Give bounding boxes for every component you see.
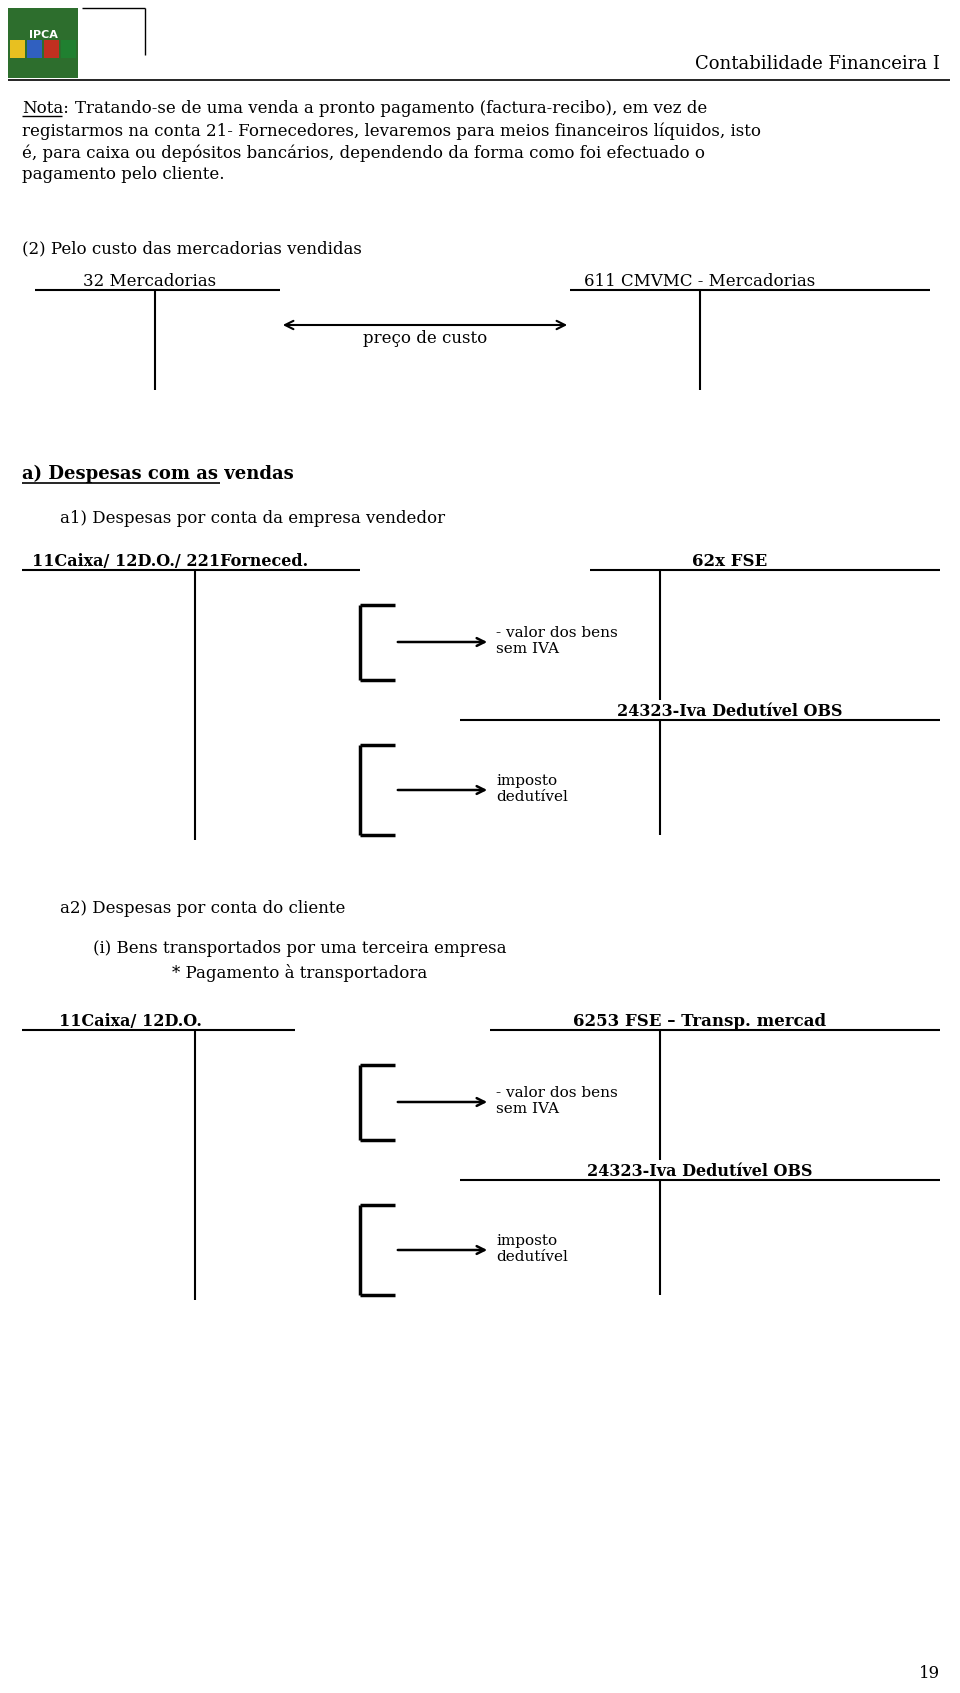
Text: 11Caixa/ 12D.O./ 221Forneced.: 11Caixa/ 12D.O./ 221Forneced.: [32, 554, 308, 571]
Text: 32 Mercadorias: 32 Mercadorias: [84, 273, 217, 290]
Text: * Pagamento à transportadora: * Pagamento à transportadora: [173, 963, 427, 982]
Bar: [8, 8, 78, 78]
Text: Nota:: Nota:: [22, 100, 69, 117]
Bar: [44, 41, 59, 58]
Text: 6253 FSE – Transp. mercad: 6253 FSE – Transp. mercad: [573, 1012, 827, 1029]
Text: 24323-Iva Dedutível OBS: 24323-Iva Dedutível OBS: [617, 703, 843, 720]
Text: imposto
dedutível: imposto dedutível: [496, 1234, 568, 1265]
Text: - valor dos bens
sem IVA: - valor dos bens sem IVA: [496, 1085, 617, 1116]
Text: 19: 19: [919, 1664, 940, 1683]
Text: preço de custo: preço de custo: [363, 330, 487, 347]
Text: 611 CMVMC - Mercadorias: 611 CMVMC - Mercadorias: [585, 273, 816, 290]
Text: imposto
dedutível: imposto dedutível: [496, 774, 568, 804]
Bar: [61, 41, 76, 58]
Text: 24323-Iva Dedutível OBS: 24323-Iva Dedutível OBS: [588, 1163, 813, 1180]
Text: Contabilidade Financeira I: Contabilidade Financeira I: [695, 54, 940, 73]
Text: a1) Despesas por conta da empresa vendedor: a1) Despesas por conta da empresa vended…: [60, 510, 445, 527]
Text: a) Despesas com as vendas: a) Despesas com as vendas: [22, 466, 294, 483]
Text: IPCA: IPCA: [29, 30, 58, 41]
Text: 62x FSE: 62x FSE: [692, 554, 768, 571]
Text: a2) Despesas por conta do cliente: a2) Despesas por conta do cliente: [60, 901, 346, 918]
Text: é, para caixa ou depósitos bancários, dependendo da forma como foi efectuado o: é, para caixa ou depósitos bancários, de…: [22, 144, 705, 161]
Text: - valor dos bens
sem IVA: - valor dos bens sem IVA: [496, 626, 617, 657]
Text: 11Caixa/ 12D.O.: 11Caixa/ 12D.O.: [59, 1012, 202, 1029]
Text: (i) Bens transportados por uma terceira empresa: (i) Bens transportados por uma terceira …: [93, 940, 507, 957]
Bar: [27, 41, 42, 58]
Text: (2) Pelo custo das mercadorias vendidas: (2) Pelo custo das mercadorias vendidas: [22, 240, 362, 257]
Text: Tratando-se de uma venda a pronto pagamento (factura-recibo), em vez de: Tratando-se de uma venda a pronto pagame…: [75, 100, 708, 117]
Text: pagamento pelo cliente.: pagamento pelo cliente.: [22, 166, 225, 183]
Bar: [10, 41, 25, 58]
Text: registarmos na conta 21- Fornecedores, levaremos para meios financeiros líquidos: registarmos na conta 21- Fornecedores, l…: [22, 122, 761, 139]
